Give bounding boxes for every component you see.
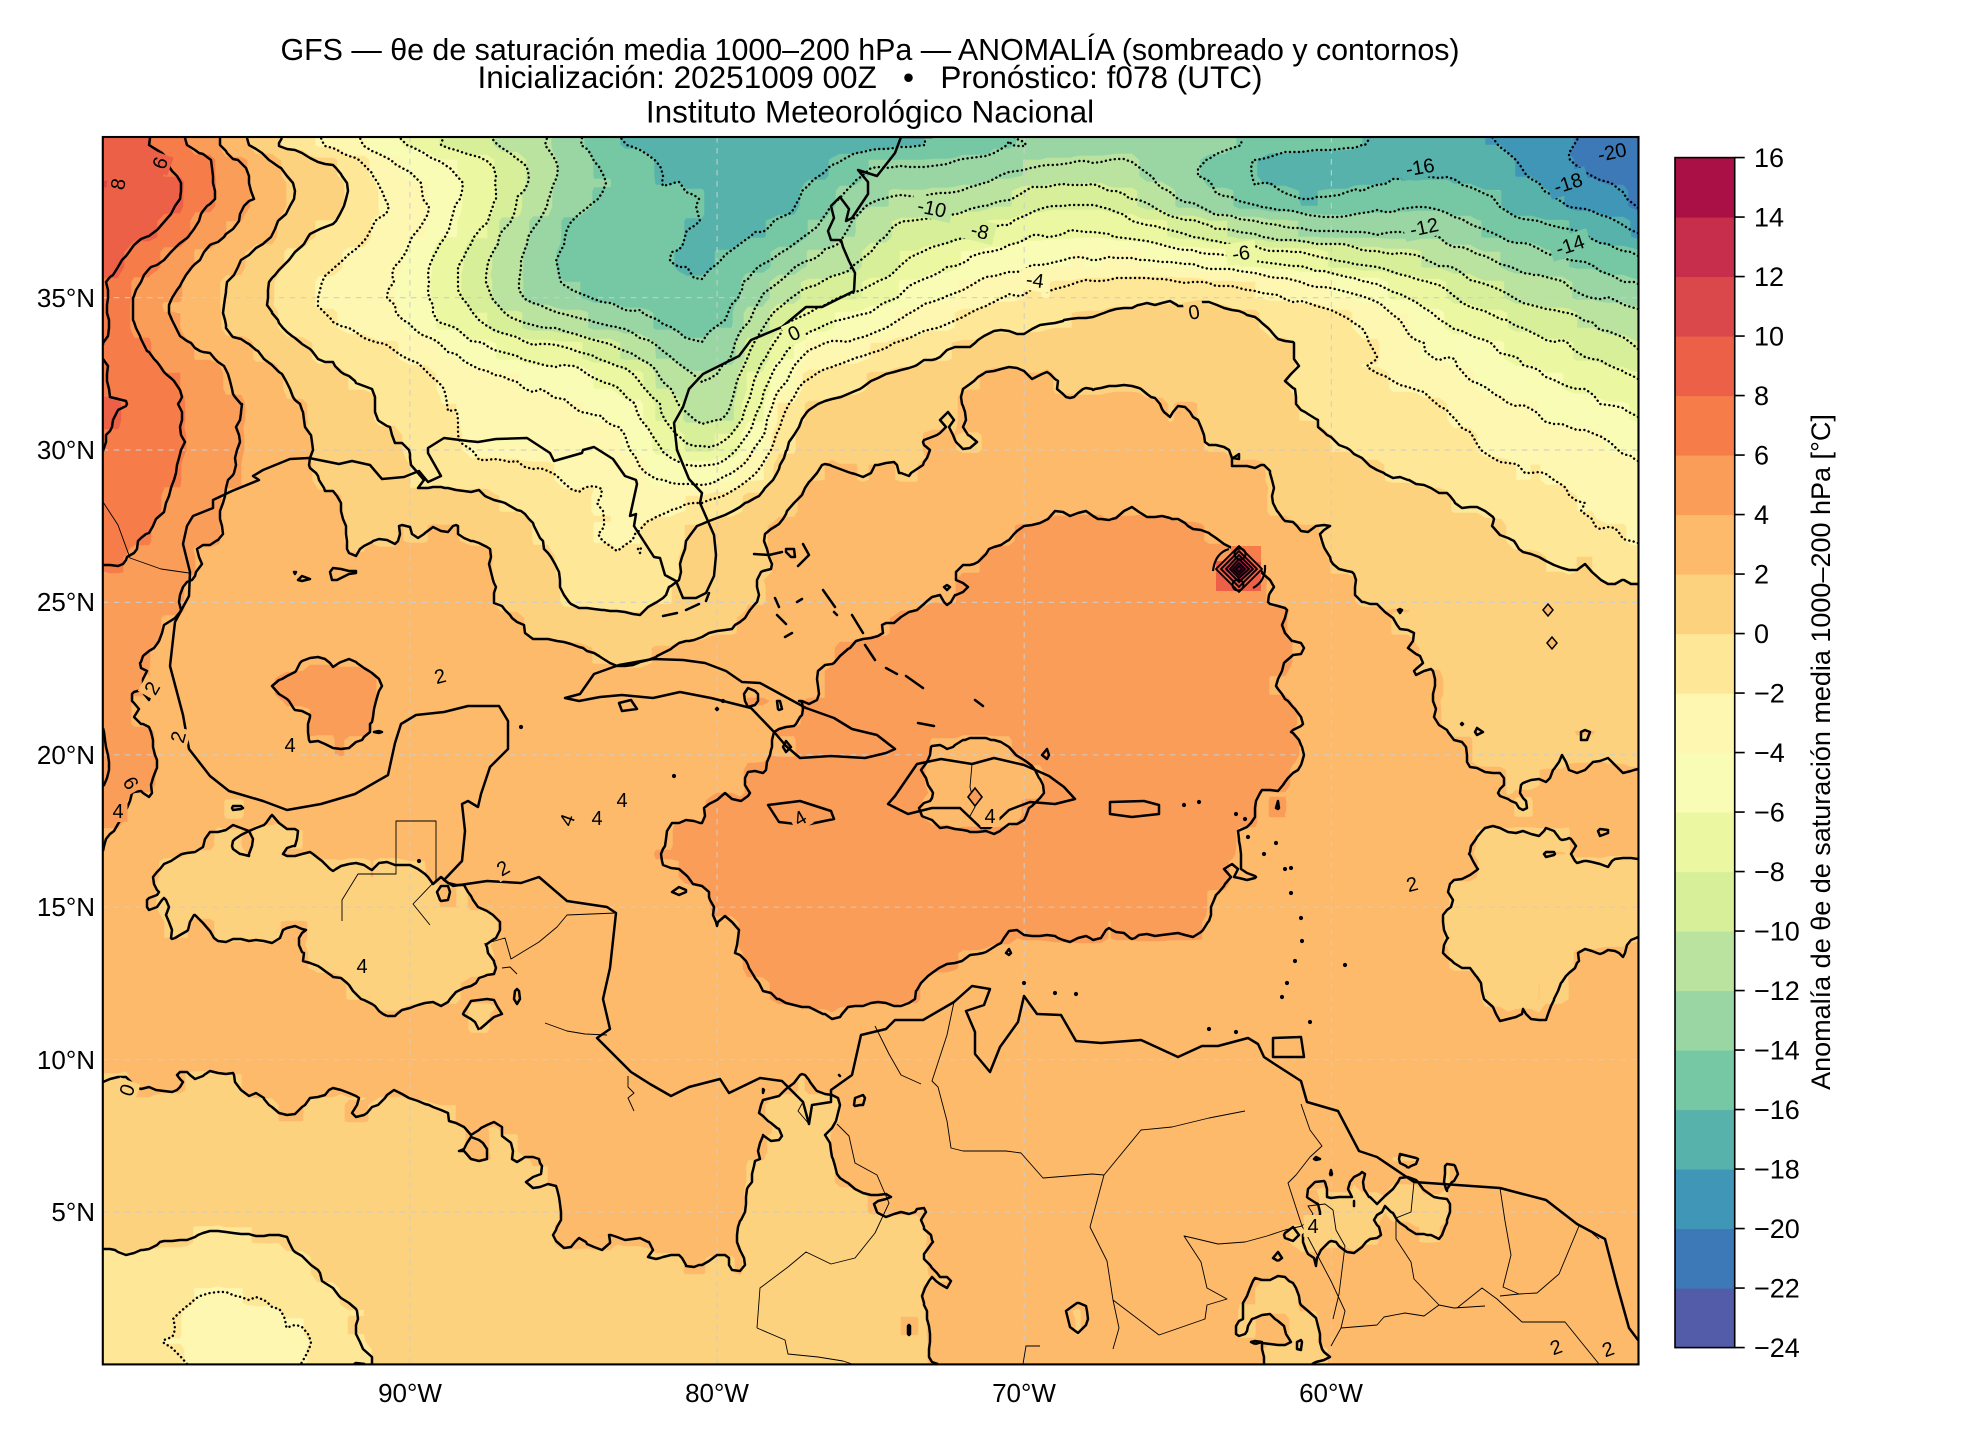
svg-text:-16: -16 <box>1404 155 1436 182</box>
svg-text:4: 4 <box>112 801 123 823</box>
svg-text:Instituto Meteorológico Nacion: Instituto Meteorológico Nacional <box>646 94 1094 130</box>
svg-text:25°N: 25°N <box>37 587 95 617</box>
svg-text:GFS — θe de saturación media 1: GFS — θe de saturación media 1000–200 hP… <box>280 33 1459 67</box>
svg-text:60°W: 60°W <box>1299 1378 1363 1408</box>
svg-text:4: 4 <box>984 806 995 828</box>
svg-text:−16: −16 <box>1754 1095 1800 1125</box>
svg-text:15°N: 15°N <box>37 892 95 922</box>
svg-text:8: 8 <box>107 177 131 192</box>
svg-text:12: 12 <box>1754 262 1784 292</box>
svg-text:4: 4 <box>284 735 295 757</box>
svg-text:4: 4 <box>356 956 367 978</box>
svg-text:−18: −18 <box>1754 1155 1800 1185</box>
svg-text:Anomalía de θe de saturación m: Anomalía de θe de saturación media 1000–… <box>1806 414 1836 1090</box>
svg-text:90°W: 90°W <box>378 1378 442 1408</box>
svg-text:10: 10 <box>1754 322 1784 352</box>
svg-text:35°N: 35°N <box>37 283 95 313</box>
svg-text:2: 2 <box>432 665 448 689</box>
svg-text:−6: −6 <box>1754 798 1785 828</box>
svg-text:0: 0 <box>1187 301 1202 325</box>
svg-text:4: 4 <box>1754 500 1769 530</box>
svg-text:16: 16 <box>1754 143 1784 173</box>
svg-text:80°W: 80°W <box>685 1378 749 1408</box>
svg-text:2: 2 <box>167 729 191 745</box>
svg-text:70°W: 70°W <box>992 1378 1056 1408</box>
svg-text:0: 0 <box>1754 619 1769 649</box>
svg-text:30°N: 30°N <box>37 435 95 465</box>
svg-text:2: 2 <box>1754 560 1769 590</box>
svg-text:−22: −22 <box>1754 1274 1800 1304</box>
svg-text:−2: −2 <box>1754 679 1785 709</box>
svg-text:20°N: 20°N <box>37 740 95 770</box>
svg-text:4: 4 <box>1307 1216 1318 1238</box>
svg-text:-4: -4 <box>1025 269 1046 293</box>
svg-text:−8: −8 <box>1754 857 1785 887</box>
svg-text:14: 14 <box>1754 203 1784 233</box>
svg-text:−12: −12 <box>1754 976 1800 1006</box>
svg-text:-6: -6 <box>1231 242 1252 266</box>
svg-text:4: 4 <box>616 790 627 812</box>
svg-text:−24: −24 <box>1754 1333 1800 1363</box>
svg-text:−4: −4 <box>1754 738 1785 768</box>
svg-text:2: 2 <box>1404 873 1420 897</box>
svg-text:Inicialización: 20251009 00Z: Inicialización: 20251009 00Z • Pronóstic… <box>478 59 1263 95</box>
svg-text:6: 6 <box>1754 441 1769 471</box>
svg-text:−20: −20 <box>1754 1214 1800 1244</box>
svg-text:5°N: 5°N <box>51 1197 95 1227</box>
svg-text:4: 4 <box>591 808 602 830</box>
svg-text:-8: -8 <box>968 219 991 245</box>
svg-text:−14: −14 <box>1754 1036 1800 1066</box>
svg-text:8: 8 <box>1754 381 1769 411</box>
svg-text:10°N: 10°N <box>37 1045 95 1075</box>
svg-text:−10: −10 <box>1754 917 1800 947</box>
